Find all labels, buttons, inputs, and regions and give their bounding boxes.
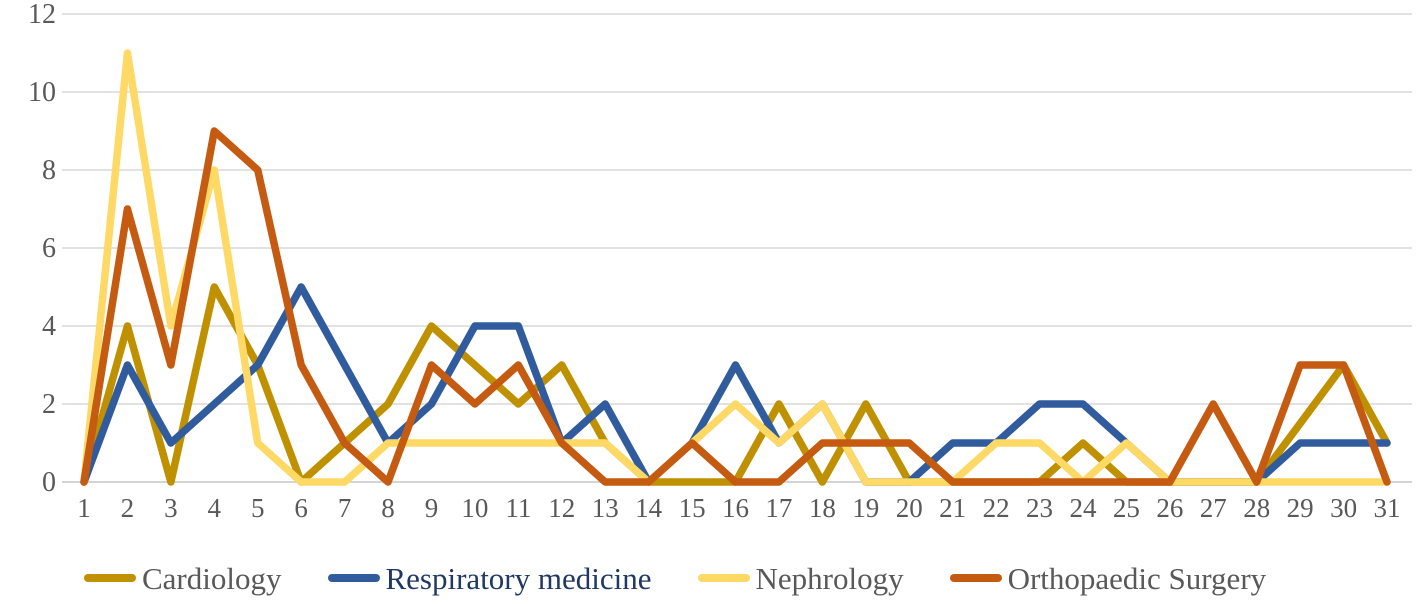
y-tick-label: 8 [42,155,56,186]
x-tick-label: 2 [121,493,135,523]
x-tick-label: 28 [1243,493,1270,523]
x-tick-label: 29 [1287,493,1314,523]
x-tick-label: 31 [1374,493,1401,523]
x-tick-label: 15 [679,493,706,523]
legend: Cardiology Respiratory medicine Nephrolo… [0,552,1416,604]
series-line-cardiology [80,283,1391,486]
legend-swatch-cardiology [84,574,136,582]
x-tick-label: 3 [164,493,178,523]
x-tick-label: 19 [852,493,879,523]
x-tick-label: 18 [809,493,836,523]
x-tick-label: 6 [294,493,308,523]
x-tick-label: 9 [425,493,439,523]
x-tick-label: 24 [1069,493,1097,523]
legend-item-respiratory-medicine: Respiratory medicine [327,560,652,596]
legend-label-orthopaedic-surgery: Orthopaedic Surgery [1007,560,1267,596]
x-tick-label: 22 [983,493,1010,523]
x-tick-label: 14 [635,493,663,523]
x-tick-label: 7 [338,493,352,523]
legend-label-cardiology: Cardiology [142,560,282,596]
x-tick-label: 13 [592,493,619,523]
y-tick-label: 10 [28,77,56,108]
x-tick-label: 10 [461,493,488,523]
y-tick-label: 12 [28,0,56,30]
x-tick-label: 11 [505,493,531,523]
x-tick-label: 23 [1026,493,1053,523]
x-tick-label: 25 [1113,493,1140,523]
x-tick-label: 30 [1330,493,1357,523]
x-tick-label: 26 [1156,493,1183,523]
legend-item-nephrology: Nephrology [697,560,904,596]
legend-swatch-orthopaedic-surgery [949,574,1002,582]
legend-swatch-respiratory-medicine [327,574,380,582]
legend-swatch-nephrology [697,574,750,582]
x-tick-label: 20 [896,493,923,523]
x-tick-label: 16 [722,493,749,523]
y-tick-label: 2 [42,389,56,420]
x-tick-label: 12 [548,493,575,523]
x-tick-label: 1 [77,493,91,523]
x-tick-label: 17 [765,493,792,523]
x-tick-label: 5 [251,493,265,523]
legend-label-nephrology: Nephrology [755,560,904,596]
series-line-orthopaedic-surgery [80,127,1391,486]
legend-label-respiratory-medicine: Respiratory medicine [385,560,652,596]
x-tick-label: 4 [208,493,222,523]
y-tick-label: 4 [42,311,56,342]
series-line-respiratory-medicine [80,283,1391,486]
y-tick-label: 0 [42,467,56,498]
x-tick-label: 21 [939,493,966,523]
x-tick-label: 27 [1200,493,1227,523]
y-tick-label: 6 [42,233,56,264]
x-tick-label: 8 [381,493,395,523]
legend-item-orthopaedic-surgery: Orthopaedic Surgery [949,560,1267,596]
legend-item-cardiology: Cardiology [84,563,282,594]
